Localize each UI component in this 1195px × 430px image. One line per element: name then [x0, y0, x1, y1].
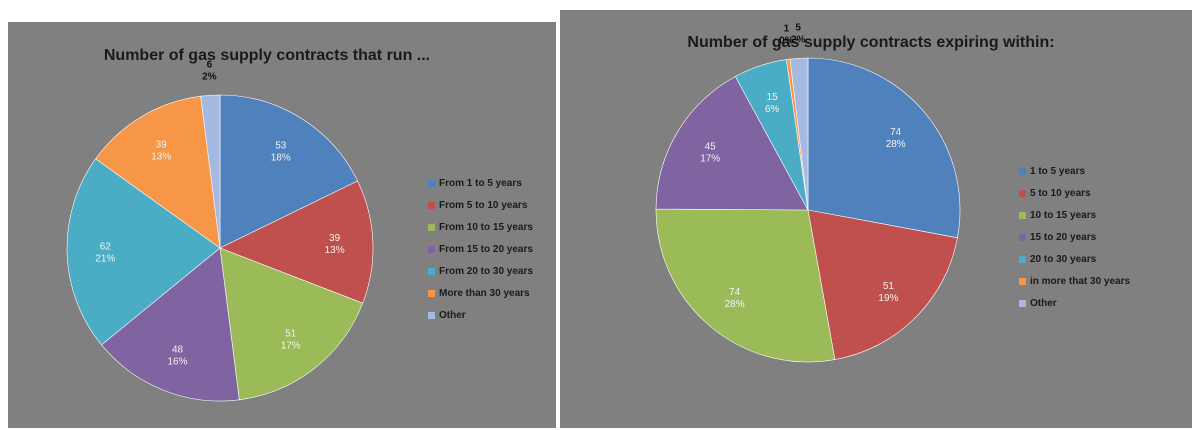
legend-label-0-1: From 5 to 10 years: [439, 199, 528, 211]
chart-title-left: Number of gas supply contracts that run …: [103, 47, 431, 64]
data-label-0-0: 53 18%: [271, 141, 291, 164]
legend-swatch-0-6: [428, 311, 435, 319]
legend-left: From 1 to 5 years From 5 to 10 years From …: [428, 172, 533, 326]
pie-slice-1-6: [789, 57, 809, 211]
legend-item-1-0: 1 to 5 years: [1019, 160, 1130, 182]
legend-label-0-3: From 15 to 20 years: [439, 243, 533, 255]
data-label-0-5: 39 13%: [151, 139, 171, 162]
legend-label-1-3: 15 to 20 years: [1030, 231, 1097, 243]
pie-slice-0-3: [101, 247, 240, 402]
legend-item-0-3: From 15 to 20 years: [428, 238, 533, 260]
legend-swatch-0-3: [428, 245, 435, 253]
legend-swatch-0-0: [428, 179, 435, 187]
legend-label-1-0: 1 to 5 years: [1030, 165, 1086, 177]
legend-item-0-0: From 1 to 5 years: [428, 172, 533, 194]
legend-swatch-1-2: [1019, 211, 1026, 219]
chart-title-right: Number of gas supply contracts expiring …: [687, 34, 1055, 51]
legend-label-0-5: More than 30 years: [439, 287, 530, 299]
pie-slice-1-0: [807, 57, 961, 239]
pie-slice-0-4: [66, 158, 221, 346]
legend-swatch-1-3: [1019, 233, 1026, 241]
legend-item-0-4: From 20 to 30 years: [428, 260, 533, 282]
legend-label-0-4: From 20 to 30 years: [439, 265, 533, 277]
legend-item-0-2: From 10 to 15 years: [428, 216, 533, 238]
data-label-1-0: 74 28%: [886, 127, 906, 150]
legend-swatch-1-6: [1019, 299, 1026, 307]
legend-swatch-1-5: [1019, 277, 1026, 285]
legend-label-0-6: Other: [439, 309, 466, 321]
data-label-1-4: 15 6%: [765, 92, 780, 115]
data-label-0-6: 6 2%: [202, 59, 217, 82]
legend-label-1-5: in more that 30 years: [1030, 275, 1131, 287]
legend-label-1-4: 20 to 30 years: [1030, 253, 1097, 265]
legend-item-1-3: 15 to 20 years: [1019, 226, 1130, 248]
data-label-0-2: 51 17%: [281, 328, 301, 351]
legend-item-1-2: 10 to 15 years: [1019, 204, 1130, 226]
data-label-0-1: 39 13%: [325, 233, 345, 256]
pie-slice-0-5: [95, 95, 221, 249]
data-label-1-5: 1 0%: [779, 23, 794, 46]
legend-swatch-0-5: [428, 289, 435, 297]
legend-label-0-2: From 10 to 15 years: [439, 221, 533, 233]
legend-swatch-0-4: [428, 267, 435, 275]
pie-slice-0-2: [219, 247, 364, 401]
legend-item-1-4: 20 to 30 years: [1019, 248, 1130, 270]
legend-item-1-5: in more that 30 years: [1019, 270, 1130, 292]
legend-label-1-2: 10 to 15 years: [1030, 209, 1097, 221]
legend-item-0-1: From 5 to 10 years: [428, 194, 533, 216]
legend-label-1-6: Other: [1030, 297, 1057, 309]
data-label-0-4: 62 21%: [95, 242, 115, 265]
legend-swatch-1-1: [1019, 189, 1026, 197]
legend-right: 1 to 5 years 5 to 10 years 10 to 15 years 1…: [1019, 160, 1130, 314]
chart-panel-left: Number of gas supply contracts that run …: [8, 22, 556, 428]
legend-swatch-0-2: [428, 223, 435, 231]
pie-slice-0-1: [219, 180, 374, 304]
data-label-1-6: 5 2%: [791, 22, 806, 45]
data-label-1-3: 45 17%: [700, 141, 720, 164]
legend-swatch-1-0: [1019, 167, 1026, 175]
pie-chart-left: 53 18% 39 13% 51 17% 48 16% 62 21% 39 13% 6 2%: [66, 59, 374, 402]
legend-item-1-6: Other: [1019, 292, 1130, 314]
pie-slice-1-3: [655, 76, 809, 211]
chart-panel-right: Number of gas supply contracts expiring …: [560, 10, 1192, 428]
legend-item-0-5: More than 30 years: [428, 282, 533, 304]
legend-item-0-6: Other: [428, 304, 533, 326]
data-label-1-2: 74 28%: [725, 287, 745, 310]
data-label-0-3: 48 16%: [167, 345, 187, 368]
pie-chart-right: 74 28% 51 19% 74 28% 45 17% 15 6% 1 0%5 2%: [655, 22, 961, 363]
pie-slice-1-2: [655, 208, 836, 363]
legend-label-1-1: 5 to 10 years: [1030, 187, 1091, 199]
legend-swatch-0-1: [428, 201, 435, 209]
pie-slice-1-1: [807, 209, 958, 360]
pie-slice-0-0: [219, 94, 358, 249]
legend-item-1-1: 5 to 10 years: [1019, 182, 1130, 204]
data-label-1-1: 51 19%: [878, 281, 898, 304]
legend-swatch-1-4: [1019, 255, 1026, 263]
legend-label-0-0: From 1 to 5 years: [439, 177, 522, 189]
pie-slice-0-6: [200, 94, 221, 249]
